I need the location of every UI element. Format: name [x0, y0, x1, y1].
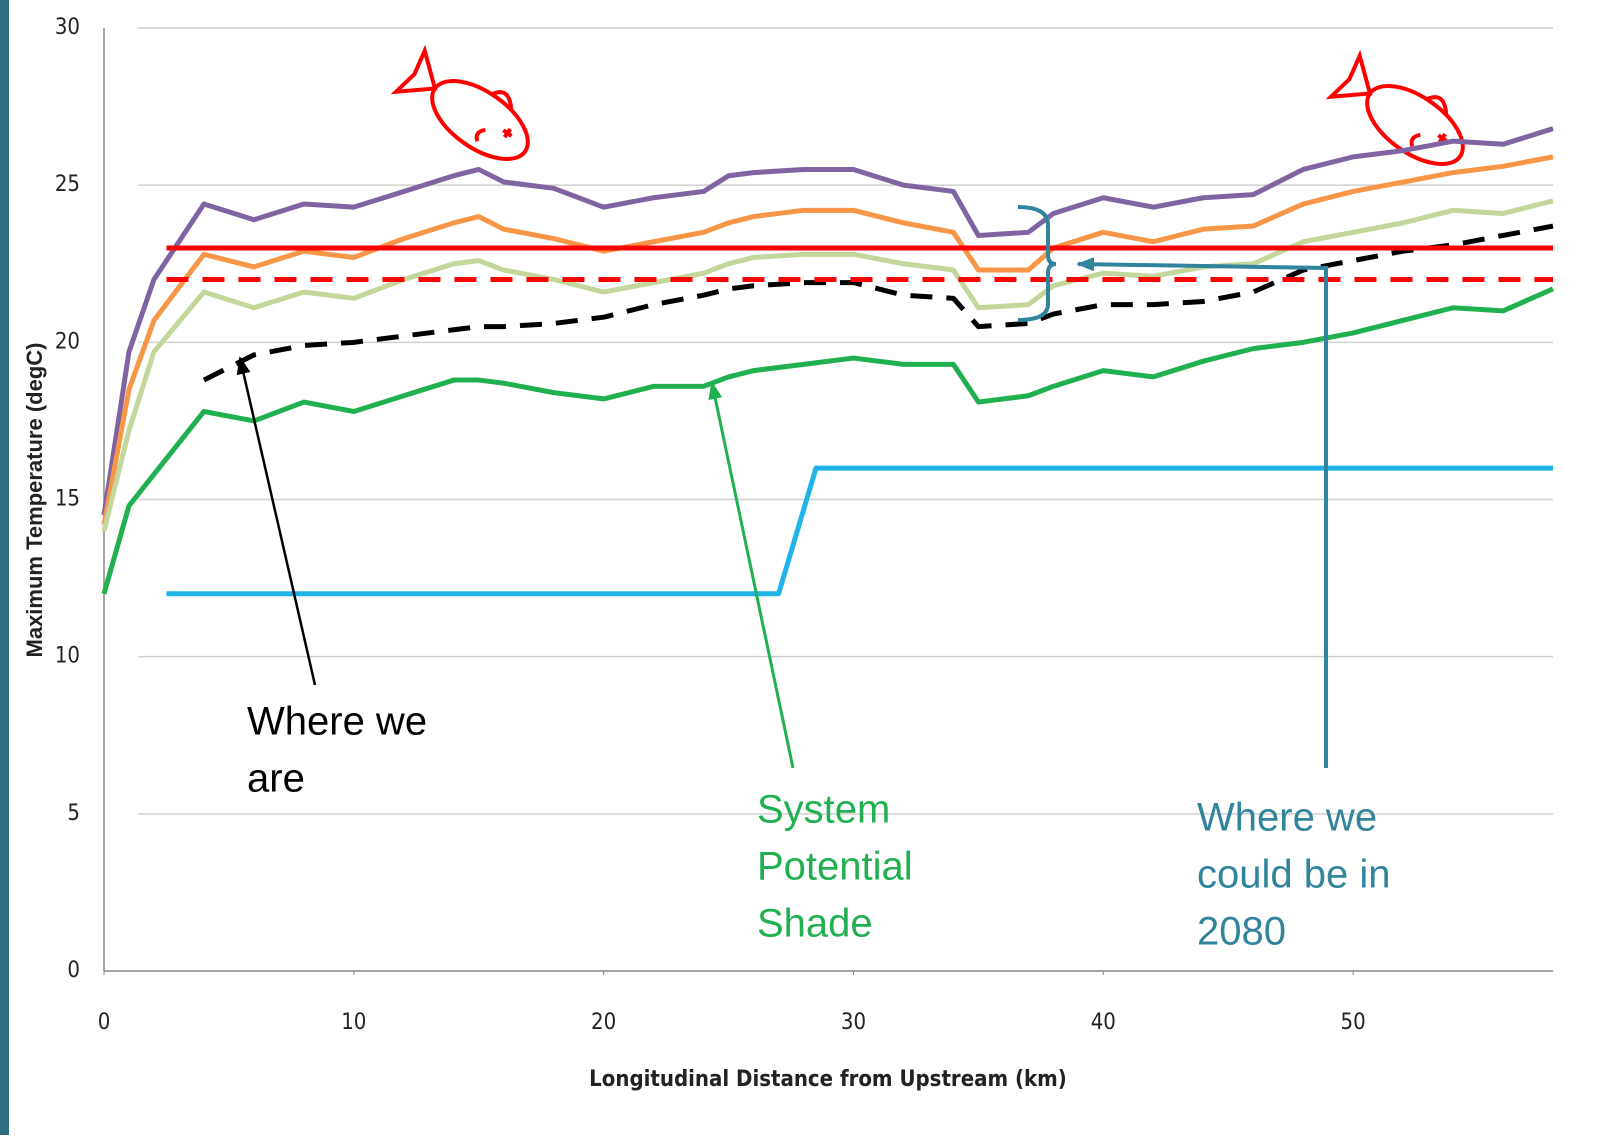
- series-line: [166, 465, 1553, 597]
- y-tick-label: 0: [67, 958, 80, 983]
- y-tick-label: 20: [55, 329, 80, 354]
- fish-icon: [390, 44, 530, 162]
- y-tick-label: 10: [55, 644, 80, 669]
- series-line: [101, 126, 1554, 516]
- x-tick-label: 30: [841, 1010, 866, 1035]
- fish-icon: [1325, 49, 1465, 167]
- series-line: [101, 286, 1555, 595]
- annotation-arrow: [708, 381, 795, 769]
- y-tick-label: 30: [55, 15, 80, 40]
- x-tick-label: 10: [341, 1010, 366, 1035]
- annotation-text: System: [757, 788, 890, 832]
- series-line: [202, 223, 1554, 383]
- annotation-text: Where we: [1197, 796, 1377, 840]
- x-tick-label: 50: [1341, 1010, 1366, 1035]
- y-tick-label: 15: [55, 487, 80, 512]
- annotation-text: are: [247, 757, 305, 801]
- annotation-text: 2080: [1197, 910, 1286, 954]
- brace: [1017, 205, 1057, 322]
- side-stripe: [0, 0, 9, 1135]
- annotation-text: Where we: [247, 700, 427, 744]
- x-axis-title: Longitudinal Distance from Upstream (km): [589, 1067, 1067, 1092]
- series-line: [101, 198, 1554, 532]
- annotation-text: could be in: [1197, 853, 1390, 897]
- series-line: [101, 154, 1554, 526]
- y-tick-label: 25: [55, 172, 80, 197]
- annotation-text: Potential: [757, 845, 913, 889]
- annotation-arrow: [1076, 257, 1328, 768]
- x-tick-label: 20: [591, 1010, 616, 1035]
- annotation-text: Shade: [757, 902, 873, 946]
- x-tick-label: 0: [98, 1010, 111, 1035]
- y-tick-label: 5: [67, 801, 80, 826]
- annotation-arrow: [236, 356, 317, 686]
- y-axis-title: Maximum Temperature (degC): [22, 343, 47, 658]
- x-tick-label: 40: [1091, 1010, 1116, 1035]
